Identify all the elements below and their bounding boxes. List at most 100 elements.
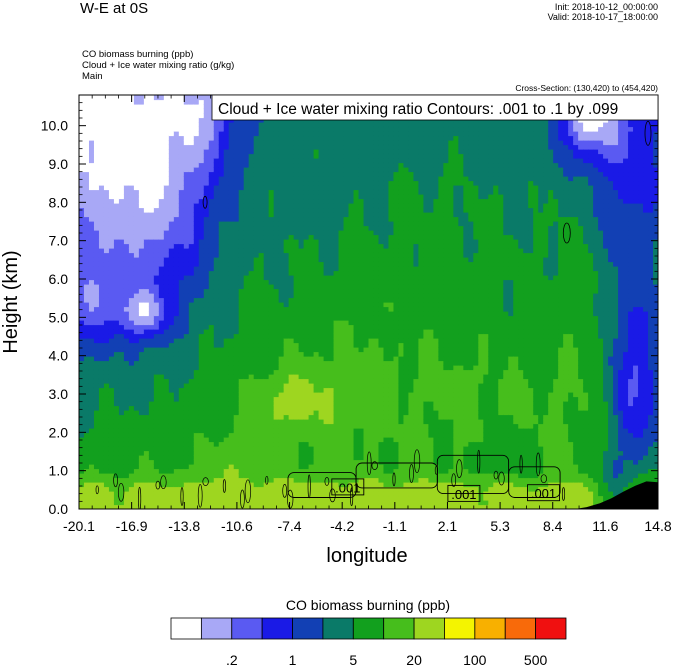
co-cell: [133, 257, 140, 263]
co-cell: [243, 437, 250, 443]
co-cell: [323, 356, 330, 362]
co-cell: [83, 446, 90, 452]
co-cell: [343, 158, 350, 164]
co-cell: [283, 171, 290, 177]
co-cell: [218, 162, 225, 168]
co-cell: [253, 189, 260, 195]
co-cell: [138, 504, 145, 509]
co-cell: [168, 482, 175, 488]
co-cell: [313, 401, 320, 407]
co-cell: [208, 288, 215, 294]
co-cell: [148, 288, 155, 294]
co-cell: [298, 302, 305, 308]
co-cell: [313, 365, 320, 371]
co-cell: [333, 279, 340, 285]
co-cell: [163, 432, 170, 438]
co-cell: [163, 261, 170, 267]
co-cell: [233, 383, 240, 389]
co-cell: [198, 207, 205, 213]
co-cell: [278, 279, 285, 285]
co-cell: [258, 333, 265, 339]
co-cell: [98, 432, 105, 438]
co-cell: [213, 333, 220, 339]
co-cell: [233, 324, 240, 330]
co-cell: [108, 180, 115, 186]
co-cell: [308, 293, 315, 299]
co-cell: [293, 180, 300, 186]
co-cell: [83, 113, 90, 119]
co-cell: [193, 302, 200, 308]
co-cell: [263, 311, 270, 317]
co-cell: [308, 459, 315, 465]
co-cell: [218, 441, 225, 447]
co-cell: [138, 455, 145, 461]
co-cell: [158, 387, 165, 393]
co-cell: [203, 500, 210, 506]
co-cell: [343, 185, 350, 191]
co-cell: [198, 149, 205, 155]
co-cell: [198, 239, 205, 245]
co-cell: [268, 414, 275, 420]
co-cell: [143, 329, 150, 335]
co-cell: [118, 212, 125, 218]
co-cell: [148, 266, 155, 272]
co-cell: [203, 342, 210, 348]
co-cell: [253, 293, 260, 299]
co-cell: [308, 486, 315, 492]
co-cell: [288, 293, 295, 299]
co-cell: [218, 266, 225, 272]
co-cell: [198, 423, 205, 429]
co-cell: [118, 180, 125, 186]
co-cell: [273, 207, 280, 213]
co-cell: [93, 131, 100, 137]
co-cell: [218, 225, 225, 231]
co-cell: [103, 311, 110, 317]
co-cell: [203, 284, 210, 290]
co-cell: [158, 486, 165, 492]
co-cell: [138, 248, 145, 254]
co-cell: [328, 446, 335, 452]
co-cell: [238, 450, 245, 456]
co-cell: [118, 338, 125, 344]
co-cell: [293, 378, 300, 384]
co-cell: [323, 221, 330, 227]
co-cell: [233, 369, 240, 375]
co-cell: [283, 473, 290, 479]
co-cell: [253, 365, 260, 371]
co-cell: [248, 203, 255, 209]
co-cell: [278, 194, 285, 200]
co-cell: [303, 491, 310, 497]
co-cell: [168, 243, 175, 249]
co-cell: [138, 383, 145, 389]
co-cell: [143, 126, 150, 132]
co-cell: [98, 234, 105, 240]
co-cell: [338, 131, 345, 137]
co-cell: [278, 495, 285, 501]
co-cell: [193, 392, 200, 398]
co-cell: [158, 342, 165, 348]
co-cell: [208, 243, 215, 249]
co-cell: [268, 207, 275, 213]
co-cell: [148, 419, 155, 425]
co-cell: [333, 306, 340, 312]
co-cell: [243, 135, 250, 141]
co-cell: [278, 261, 285, 267]
co-cell: [333, 383, 340, 389]
co-cell: [288, 297, 295, 303]
co-cell: [208, 419, 215, 425]
co-cell: [93, 95, 100, 101]
co-cell: [83, 387, 90, 393]
co-cell: [293, 432, 300, 438]
co-cell: [148, 189, 155, 195]
co-cell: [348, 423, 355, 429]
co-cell: [198, 495, 205, 501]
co-cell: [118, 131, 125, 137]
co-cell: [303, 297, 310, 303]
co-cell: [79, 441, 85, 447]
co-cell: [128, 446, 135, 452]
co-cell: [98, 239, 105, 245]
co-cell: [133, 194, 140, 200]
co-cell: [153, 279, 160, 285]
co-cell: [128, 207, 135, 213]
